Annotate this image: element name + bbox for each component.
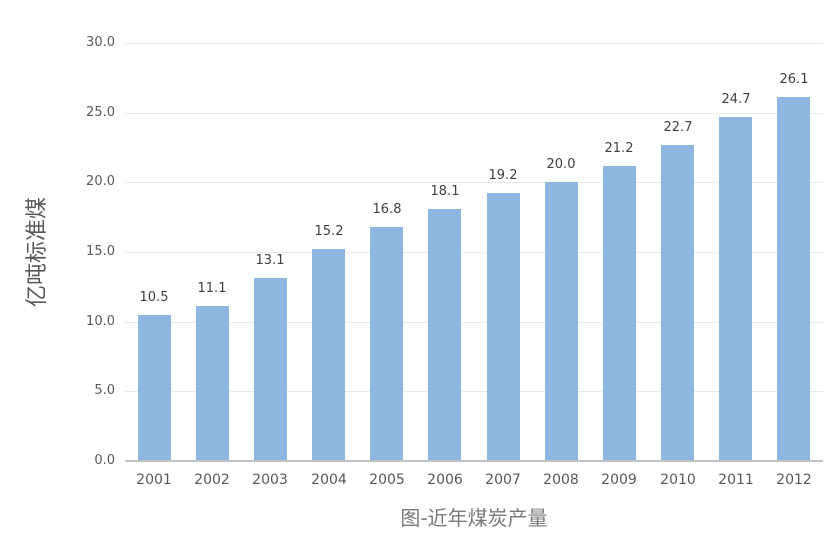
- bar: [777, 97, 810, 460]
- bar-value-label: 26.1: [779, 72, 809, 87]
- y-axis-tick-label: 25.0: [86, 105, 115, 120]
- x-axis-tick-label: 2003: [252, 472, 288, 488]
- y-axis-title: 亿吨标准煤: [25, 196, 50, 308]
- y-axis-tick-label: 15.0: [86, 244, 115, 259]
- x-axis-tick-label: 2005: [369, 472, 405, 488]
- gridline: [125, 322, 823, 323]
- gridline: [125, 252, 823, 253]
- bar: [487, 193, 520, 460]
- bar: [312, 249, 345, 460]
- x-axis-tick-label: 2010: [660, 472, 696, 488]
- y-axis-tick-label: 10.0: [86, 314, 115, 329]
- bar: [370, 227, 403, 460]
- gridline: [125, 43, 823, 44]
- bar: [428, 209, 461, 460]
- x-axis-tick-label: 2004: [311, 472, 347, 488]
- x-axis-tick-label: 2007: [485, 472, 521, 488]
- bar-value-label: 21.2: [604, 141, 634, 156]
- bar: [603, 166, 636, 460]
- chart-title: 图-近年煤炭产量: [400, 506, 548, 530]
- gridline: [125, 391, 823, 392]
- x-axis-line: [125, 460, 823, 462]
- bar-value-label: 15.2: [314, 224, 344, 239]
- x-axis-tick-label: 2002: [194, 472, 230, 488]
- y-axis-tick-label: 20.0: [86, 174, 115, 189]
- y-axis-tick-label: 30.0: [86, 35, 115, 50]
- x-axis-tick-label: 2011: [718, 472, 754, 488]
- bar-value-label: 13.1: [255, 253, 285, 268]
- bar-value-label: 20.0: [546, 157, 576, 172]
- x-axis-tick-label: 2001: [136, 472, 172, 488]
- x-axis-tick-label: 2006: [427, 472, 463, 488]
- gridline: [125, 182, 823, 183]
- bar-value-label: 22.7: [663, 120, 693, 135]
- bar-value-label: 24.7: [721, 92, 751, 107]
- bar: [196, 306, 229, 460]
- x-axis-tick-label: 2012: [776, 472, 812, 488]
- y-axis-tick-label: 0.0: [94, 453, 115, 468]
- bar: [545, 182, 578, 460]
- x-axis-tick-label: 2009: [601, 472, 637, 488]
- bar: [719, 117, 752, 460]
- bar-value-label: 18.1: [430, 184, 460, 199]
- y-axis-tick-label: 5.0: [94, 383, 115, 398]
- bar-value-label: 11.1: [197, 281, 227, 296]
- x-axis-tick-label: 2008: [543, 472, 579, 488]
- bar-value-label: 16.8: [372, 202, 402, 217]
- bar-value-label: 19.2: [488, 168, 518, 183]
- bar: [661, 145, 694, 460]
- gridline: [125, 113, 823, 114]
- bar: [254, 278, 287, 460]
- bar: [138, 315, 171, 460]
- bar-value-label: 10.5: [139, 290, 169, 305]
